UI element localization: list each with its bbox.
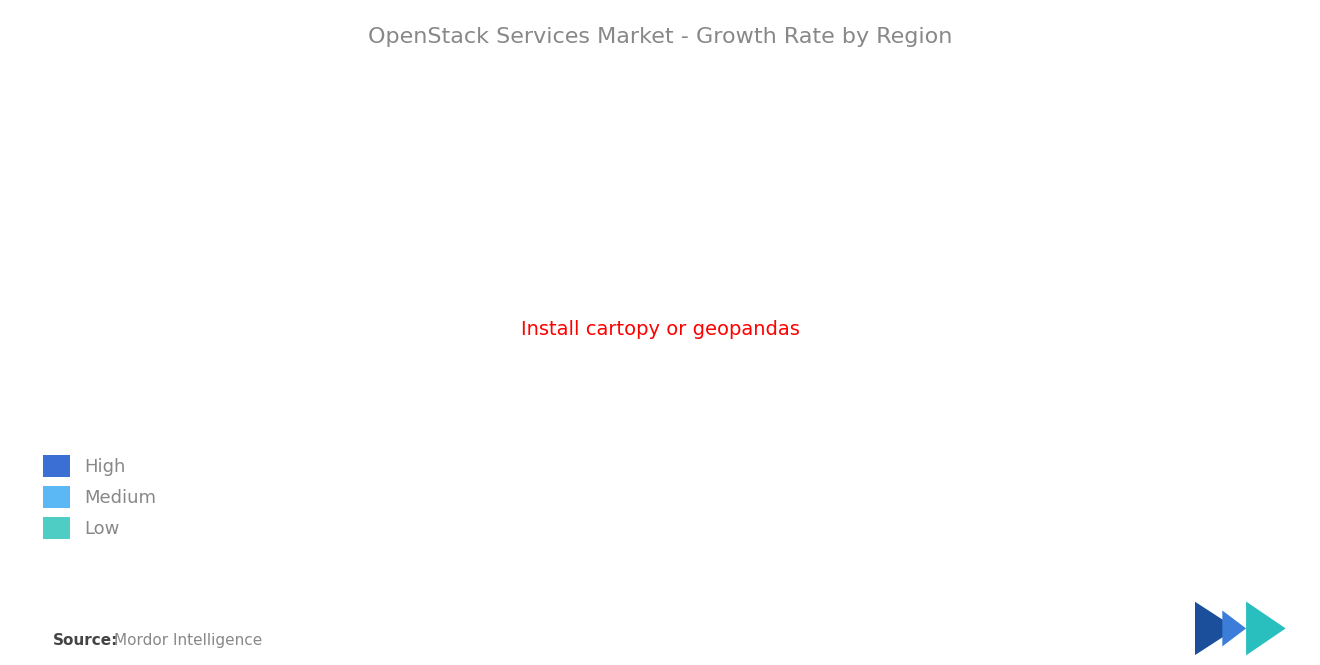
Polygon shape <box>1195 601 1236 656</box>
Text: Mordor Intelligence: Mordor Intelligence <box>114 633 261 648</box>
Text: OpenStack Services Market - Growth Rate by Region: OpenStack Services Market - Growth Rate … <box>368 27 952 47</box>
Legend: High, Medium, Low: High, Medium, Low <box>36 448 164 546</box>
Text: Install cartopy or geopandas: Install cartopy or geopandas <box>520 320 800 338</box>
Polygon shape <box>1246 601 1286 656</box>
Polygon shape <box>1222 610 1246 646</box>
Text: Source:: Source: <box>53 633 119 648</box>
